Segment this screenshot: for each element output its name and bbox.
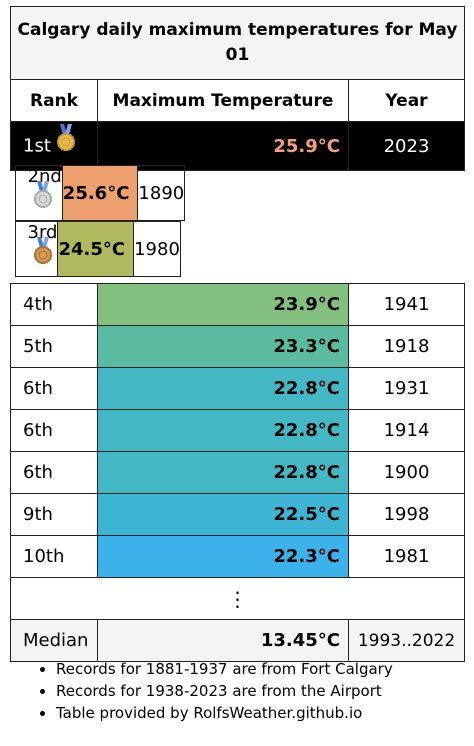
- temperature-cell: 23.3°C: [97, 325, 349, 368]
- temperature-cell: 22.3°C: [97, 535, 349, 578]
- temperature-cell: 22.5°C: [97, 493, 349, 536]
- rank-cell: 6th: [10, 409, 98, 452]
- rank-label: 9th: [23, 504, 53, 525]
- note-item: Records for 1881-1937 are from Fort Calg…: [56, 658, 393, 680]
- note-item: Records for 1938-2023 are from the Airpo…: [56, 680, 393, 702]
- header-year: Year: [348, 79, 465, 122]
- year-cell: 1980: [133, 221, 181, 277]
- rank-label: 6th: [23, 462, 53, 483]
- year-cell: 1931: [348, 367, 465, 410]
- temperature-cell: 25.9°C: [97, 121, 349, 171]
- median-years: 1993..2022: [348, 619, 465, 662]
- rank-cell: 9th: [10, 493, 98, 536]
- temperature-cell: 25.6°C: [61, 165, 139, 221]
- table-row: 6th 22.8°C 1900: [10, 451, 465, 494]
- silver-medal-icon: [32, 181, 54, 214]
- temperature-cell: 22.8°C: [97, 451, 349, 494]
- rank-cell: 5th: [10, 325, 98, 368]
- notes-list: Records for 1881-1937 are from Fort Calg…: [10, 658, 393, 724]
- header-rank: Rank: [10, 79, 98, 122]
- year-cell: 1914: [348, 409, 465, 452]
- temperature-cell: 23.9°C: [97, 283, 349, 326]
- rank-cell: 6th: [10, 451, 98, 494]
- year-cell: 1998: [348, 493, 465, 536]
- table-row: 6th 22.8°C 1931: [10, 367, 465, 410]
- table-row: 4th 23.9°C 1941: [10, 283, 465, 326]
- temperature-cell: 22.8°C: [97, 409, 349, 452]
- year-cell: 1941: [348, 283, 465, 326]
- rank-cell: 3rd: [14, 221, 59, 277]
- rank-cell: 4th: [10, 283, 98, 326]
- rank-label: 10th: [23, 546, 65, 567]
- median-temperature: 13.45°C: [97, 619, 349, 662]
- header-temperature: Maximum Temperature: [97, 79, 349, 122]
- table-row: 10th 22.3°C 1981: [10, 535, 465, 578]
- ellipsis-row: ⋮: [10, 577, 465, 620]
- temperature-cell: 22.8°C: [97, 367, 349, 410]
- table-row: 1st 25.9°C 2023: [10, 121, 465, 171]
- records-table: Calgary daily maximum temperatures for M…: [10, 6, 465, 662]
- temperature-cell: 24.5°C: [57, 221, 135, 277]
- year-cell: 1918: [348, 325, 465, 368]
- rank-label: 3rd: [27, 222, 58, 243]
- table-row: 2nd 25.6°C 1890: [14, 165, 186, 221]
- bronze-medal-icon: [32, 237, 54, 270]
- rank-cell: 10th: [10, 535, 98, 578]
- rank-label: 1st: [23, 135, 51, 156]
- rank-label: 4th: [23, 294, 53, 315]
- ellipsis-cell: ⋮: [10, 577, 465, 620]
- rank-label: 2nd: [27, 166, 62, 187]
- year-cell: 1981: [348, 535, 465, 578]
- rank-cell: 6th: [10, 367, 98, 410]
- rank-cell: 2nd: [14, 165, 63, 221]
- year-cell: 2023: [348, 121, 465, 171]
- table-row: 5th 23.3°C 1918: [10, 325, 465, 368]
- table-title: Calgary daily maximum temperatures for M…: [10, 6, 465, 80]
- table-row: 6th 22.8°C 1914: [10, 409, 465, 452]
- rank-label: 6th: [23, 378, 53, 399]
- rank-cell: 1st: [10, 121, 98, 171]
- year-cell: 1900: [348, 451, 465, 494]
- median-label: Median: [10, 619, 98, 662]
- note-item: Table provided by RolfsWeather.github.io: [56, 702, 393, 724]
- median-row: Median 13.45°C 1993..2022: [10, 619, 465, 662]
- rank-label: 6th: [23, 420, 53, 441]
- gold-medal-icon: [55, 123, 77, 157]
- year-cell: 1890: [137, 165, 186, 221]
- table-row: 3rd 24.5°C 1980: [14, 221, 181, 277]
- rank-label: 5th: [23, 336, 53, 357]
- table-row: 9th 22.5°C 1998: [10, 493, 465, 536]
